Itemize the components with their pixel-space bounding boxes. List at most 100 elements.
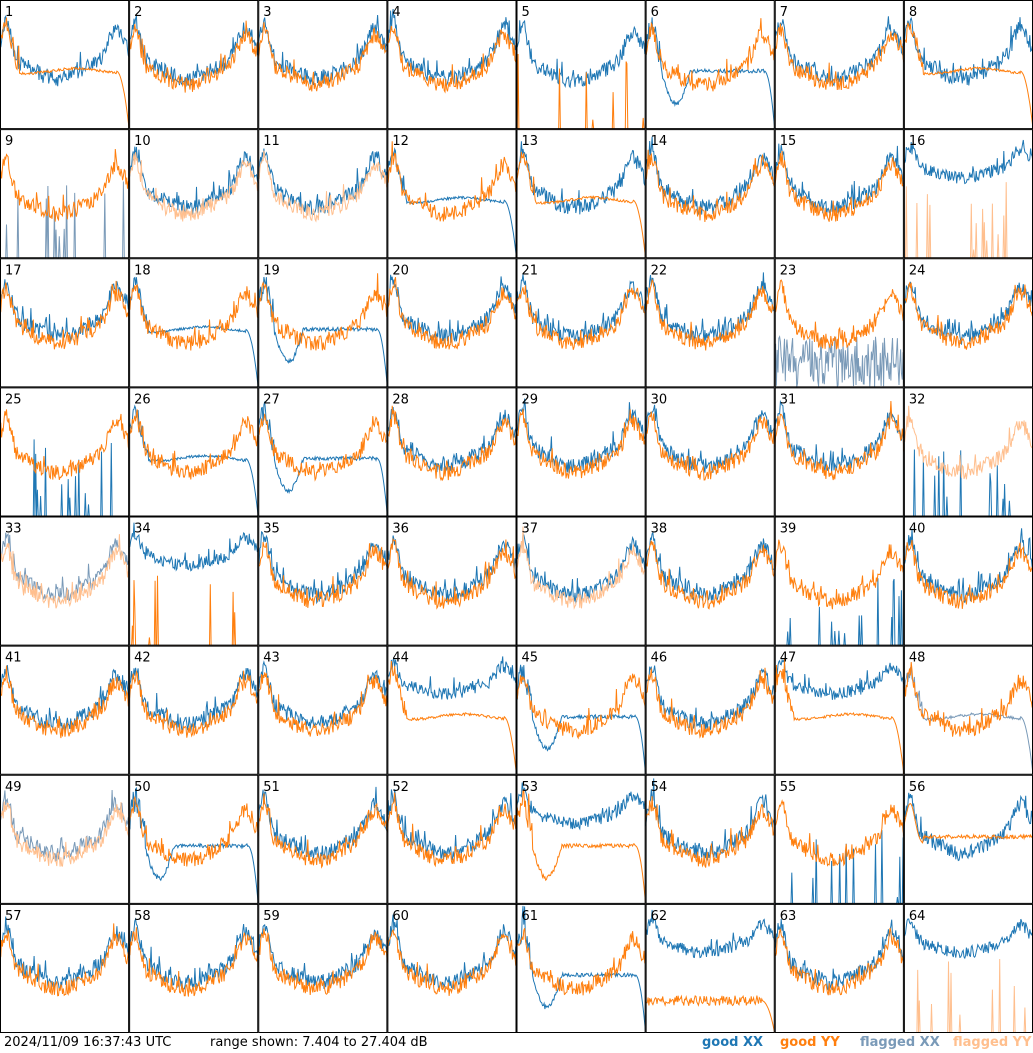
timestamp: 2024/11/09 16:37:43 UTC [4, 1035, 172, 1050]
panel-border [0, 645, 130, 775]
series-yy-line [516, 673, 646, 740]
panel-traces [903, 918, 1033, 1033]
series-yy-line [258, 928, 388, 996]
series-yy-line [903, 539, 1033, 609]
panel-label: 19 [263, 263, 280, 278]
series-xx-line [387, 407, 517, 474]
panel-24: 24 [903, 258, 1033, 388]
series-xx-line [774, 830, 904, 904]
panel-label: 57 [5, 909, 22, 924]
panel-traces [516, 19, 646, 130]
panel-border [258, 774, 388, 904]
series-xx-line [645, 404, 775, 473]
panel-border [516, 903, 646, 1033]
panel-label: 37 [522, 522, 539, 537]
series-xx-line [387, 656, 517, 700]
panel-border [387, 516, 517, 646]
panel-label: 15 [780, 134, 797, 149]
panel-traces [774, 539, 904, 646]
series-xx-line [258, 401, 388, 517]
panel-traces [774, 279, 904, 388]
series-xx-line [774, 335, 904, 388]
panel-label: 6 [651, 5, 659, 20]
panel-47: 47 [774, 645, 904, 775]
panel-label: 1 [5, 5, 13, 20]
panel-traces [387, 405, 517, 482]
series-xx-line [0, 916, 130, 991]
series-xx-line [516, 141, 646, 215]
panel-36: 36 [387, 516, 517, 646]
series-xx-line [0, 664, 130, 732]
panel-label: 49 [5, 780, 22, 795]
series-yy-line [387, 141, 517, 222]
panel-35: 35 [258, 516, 388, 646]
panel-traces [903, 662, 1033, 775]
panel-label: 13 [522, 134, 539, 149]
series-xx-line [0, 15, 130, 87]
panel-label: 62 [651, 909, 668, 924]
panel-traces [387, 789, 517, 868]
panel-traces [129, 667, 259, 738]
panel-label: 7 [780, 5, 788, 20]
panel-traces [0, 148, 130, 259]
panel-label: 59 [263, 909, 280, 924]
panel-border [0, 129, 130, 259]
panel-border [516, 387, 646, 517]
series-yy-line [387, 537, 517, 610]
series-xx-line [516, 398, 646, 474]
panel-11: 11 [258, 129, 388, 259]
legend-good-xx: good XX [702, 1035, 764, 1050]
panel-label: 24 [909, 263, 926, 278]
panel-traces [774, 918, 904, 996]
panel-label: 63 [780, 909, 797, 924]
series-xx-line [774, 578, 904, 646]
series-yy-line [129, 152, 259, 222]
panel-traces [387, 656, 517, 775]
panel-traces [903, 405, 1033, 517]
panel-traces [645, 531, 775, 610]
panel-42: 42 [129, 645, 259, 775]
panel-label: 17 [5, 263, 22, 278]
series-yy-line [903, 803, 1033, 844]
panel-label: 56 [909, 780, 926, 795]
series-xx-line [258, 660, 388, 730]
panel-border [258, 645, 388, 775]
series-yy-line [903, 281, 1033, 350]
panel-16: 16 [903, 129, 1033, 259]
series-yy-line [0, 148, 130, 222]
legend-good-yy: good YY [780, 1035, 840, 1050]
series-yy-line [645, 796, 775, 868]
series-xx-line [903, 528, 1033, 603]
panel-label: 41 [5, 651, 22, 666]
panel-label: 61 [522, 909, 539, 924]
legend-flagged-yy: flagged YY [953, 1035, 1032, 1050]
panel-label: 48 [909, 651, 926, 666]
panel-label: 5 [522, 5, 530, 20]
panel-label: 40 [909, 522, 926, 537]
series-xx-line [645, 272, 775, 345]
panel-7: 7 [774, 0, 904, 130]
series-yy-line [129, 284, 259, 351]
panel-traces [258, 923, 388, 996]
panel-label: 35 [263, 522, 280, 537]
panel-label: 38 [651, 522, 668, 537]
panel-traces [645, 17, 775, 130]
panel-label: 23 [780, 263, 797, 278]
series-xx-line [387, 789, 517, 862]
series-xx-line [516, 19, 646, 89]
panel-traces [258, 660, 388, 737]
panel-border [774, 258, 904, 388]
series-yy-line [258, 793, 388, 869]
panel-border [516, 774, 646, 904]
panel-traces [645, 665, 775, 739]
series-xx-line [516, 782, 646, 831]
panel-62: 62 [645, 903, 775, 1033]
panel-52: 52 [387, 774, 517, 904]
panel-label: 42 [134, 651, 151, 666]
panel-traces [903, 16, 1033, 130]
panel-border [0, 516, 130, 646]
series-yy-line [516, 151, 646, 259]
panel-41: 41 [0, 645, 130, 775]
panel-traces [258, 14, 388, 92]
panel-label: 20 [392, 263, 409, 278]
